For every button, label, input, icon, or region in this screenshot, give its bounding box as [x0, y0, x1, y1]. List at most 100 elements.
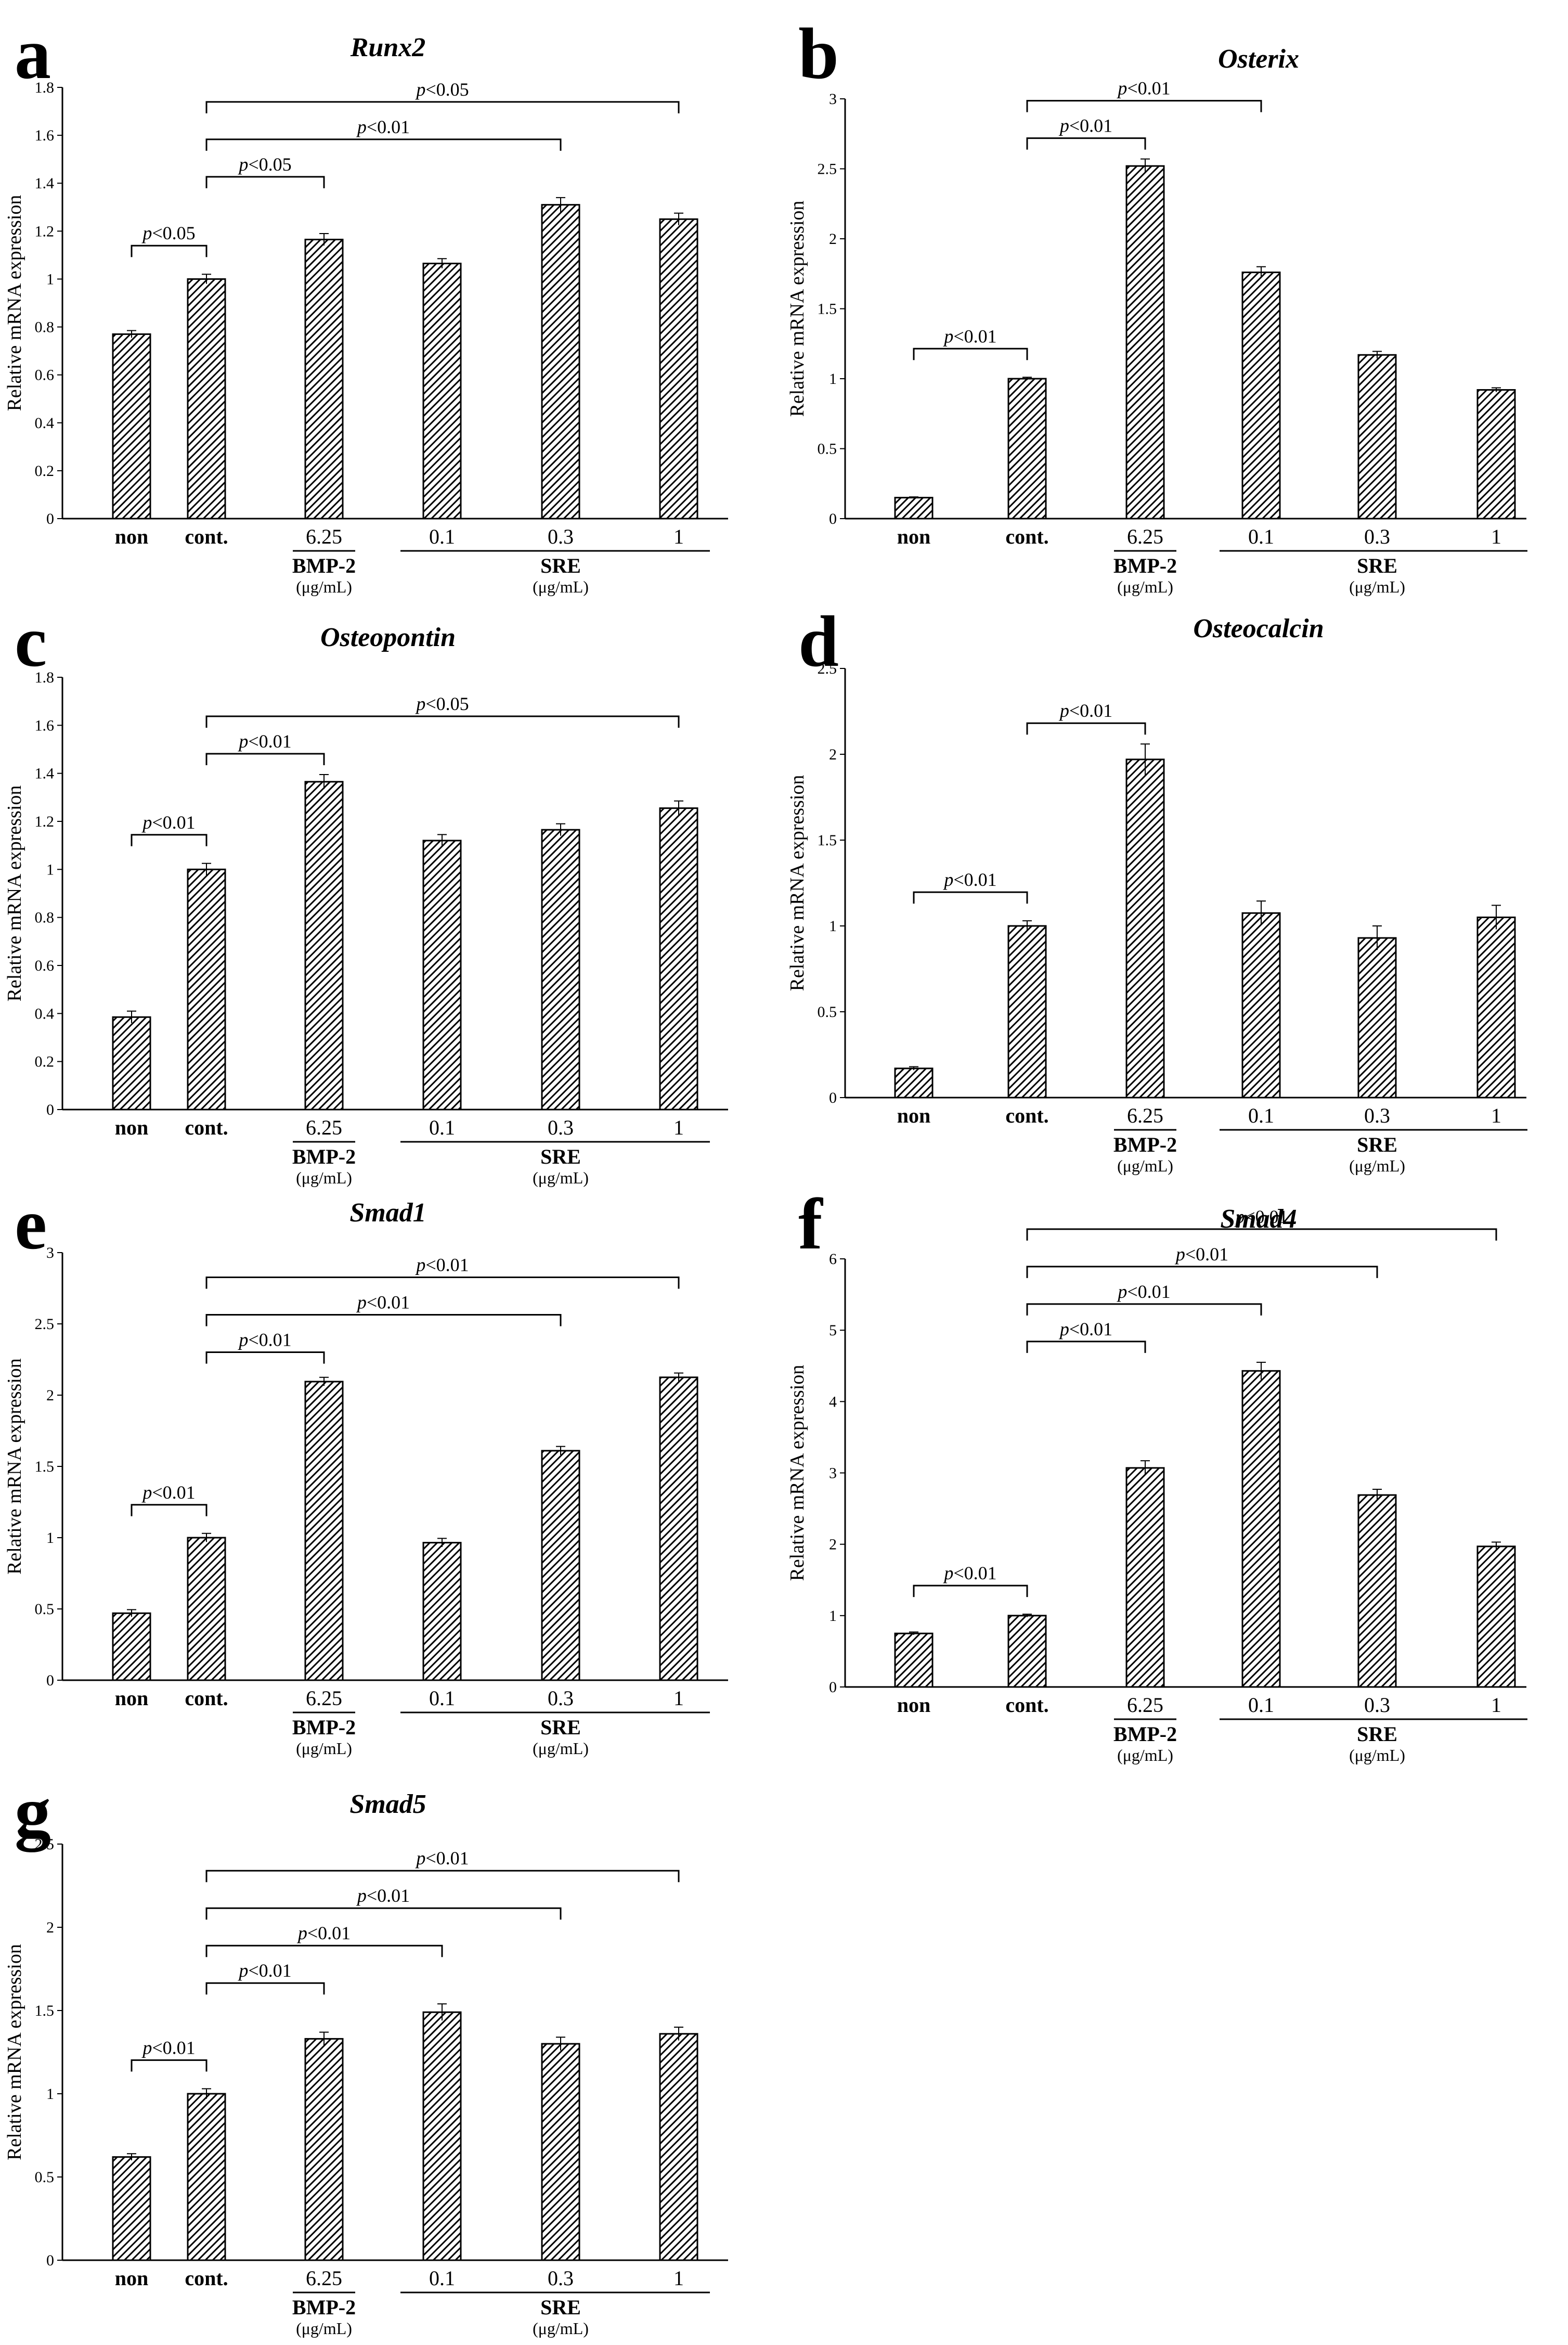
bar: [1241, 272, 1281, 520]
bar: [541, 829, 580, 1111]
y-tick-label: 2: [46, 1919, 54, 1936]
bar: [1007, 1615, 1047, 1688]
p-symbol: p: [414, 1255, 425, 1275]
p-value: <0.01: [1069, 700, 1112, 721]
x-tick-label: cont.: [1005, 1693, 1048, 1717]
p-symbol: p: [942, 869, 953, 890]
p-value: <0.01: [425, 1255, 469, 1275]
significance-bracket: [205, 1944, 443, 1957]
x-tick-label: 0.3: [1364, 1104, 1390, 1127]
y-tick-label: 3: [829, 1465, 837, 1482]
significance-label: p<0.01: [942, 869, 996, 890]
bar: [422, 2011, 462, 2261]
bar: [1125, 1467, 1165, 1688]
group-unit: (μg/mL): [533, 1739, 589, 1758]
panel-letter: c: [15, 601, 47, 682]
y-tick-label: 1.8: [35, 669, 55, 686]
p-symbol: p: [141, 2037, 152, 2058]
y-tick-label: 2: [829, 1536, 837, 1553]
bar: [659, 1376, 698, 1681]
group-name: BMP-2: [292, 554, 356, 577]
significance-bracket: [205, 1870, 680, 1883]
group-name: SRE: [1357, 1133, 1397, 1156]
y-tick-label: 0.8: [35, 909, 55, 926]
y-tick-label: 2: [829, 230, 837, 248]
bar: [1007, 925, 1047, 1099]
p-value: <0.01: [953, 869, 996, 890]
p-value: <0.01: [152, 1482, 195, 1503]
group-unit: (μg/mL): [533, 1168, 589, 1187]
group-unit: (μg/mL): [296, 2319, 352, 2338]
p-value: <0.01: [1245, 1206, 1288, 1227]
y-tick-label: 0.5: [35, 2169, 55, 2186]
y-tick-label: 2.5: [35, 1316, 55, 1333]
significance-label: p<0.01: [141, 1482, 195, 1503]
y-tick-label: 0.5: [35, 1601, 55, 1618]
bar: [1241, 1370, 1281, 1688]
significance-label: p<0.01: [356, 1292, 410, 1313]
bar: [541, 1450, 580, 1681]
significance-bracket: [913, 347, 1028, 360]
x-tick-label: non: [115, 1116, 149, 1139]
group-name: BMP-2: [292, 2296, 356, 2319]
significance-bracket: [1026, 100, 1262, 112]
x-tick-label: non: [897, 525, 931, 548]
y-axis-label: Relative mRNA expression: [786, 775, 808, 991]
bar: [112, 2156, 151, 2261]
significance-bracket: [205, 715, 680, 728]
significance-label: p<0.01: [1058, 1319, 1112, 1339]
y-tick-label: 1.5: [35, 1458, 55, 1475]
p-symbol: p: [296, 1923, 307, 1943]
p-value: <0.05: [248, 154, 291, 175]
x-tick-label: cont.: [185, 525, 228, 548]
y-axis-label: Relative mRNA expression: [786, 201, 808, 417]
significance-label: p<0.01: [237, 731, 291, 752]
significance-label: p<0.01: [237, 1960, 291, 1981]
significance-label: p<0.01: [942, 1563, 996, 1583]
y-tick-label: 0: [46, 1672, 54, 1689]
bar: [541, 2043, 580, 2261]
p-symbol: p: [237, 1960, 248, 1981]
y-axis-label: Relative mRNA expression: [4, 785, 25, 1002]
x-tick-label: cont.: [185, 2266, 228, 2290]
x-tick-label: 1: [673, 525, 684, 548]
group-unit: (μg/mL): [1349, 577, 1405, 596]
bar: [304, 2038, 344, 2261]
x-tick-label: 1: [673, 1116, 684, 1139]
p-symbol: p: [141, 812, 152, 833]
significance-bracket: [1026, 1228, 1497, 1241]
p-symbol: p: [237, 731, 248, 752]
panel-letter: g: [15, 1772, 51, 1852]
group-unit: (μg/mL): [296, 577, 352, 596]
p-value: <0.01: [152, 812, 195, 833]
p-symbol: p: [356, 117, 367, 137]
y-tick-label: 2: [46, 1387, 54, 1404]
bar: [894, 1067, 934, 1099]
bar: [1241, 912, 1281, 1099]
x-tick-label: cont.: [185, 1116, 228, 1139]
bar: [1357, 937, 1397, 1099]
p-value: <0.01: [367, 117, 410, 137]
bar: [187, 278, 226, 520]
y-tick-label: 1.5: [818, 832, 837, 849]
y-tick-label: 1.5: [818, 301, 837, 318]
x-tick-label: 0.3: [1364, 1693, 1390, 1717]
significance-bracket: [913, 891, 1028, 904]
y-tick-label: 2: [829, 746, 837, 763]
x-tick-label: 0.1: [1248, 1693, 1274, 1717]
bar: [659, 218, 698, 520]
significance-label: p<0.01: [1058, 115, 1112, 136]
y-tick-label: 0.4: [35, 415, 55, 432]
x-tick-label: 0.3: [548, 525, 574, 548]
x-tick-label: 6.25: [1127, 1693, 1163, 1717]
y-tick-label: 1.6: [35, 717, 55, 734]
x-tick-label: 0.3: [1364, 525, 1390, 548]
p-value: <0.01: [152, 2037, 195, 2058]
p-value: <0.01: [425, 1848, 469, 1869]
x-tick-label: cont.: [1005, 1104, 1048, 1127]
x-tick-label: 0.1: [1248, 525, 1274, 548]
significance-label: p<0.01: [356, 1885, 410, 1906]
bar: [112, 333, 151, 520]
y-tick-label: 0.2: [35, 1053, 55, 1071]
group-name: SRE: [540, 1145, 581, 1168]
